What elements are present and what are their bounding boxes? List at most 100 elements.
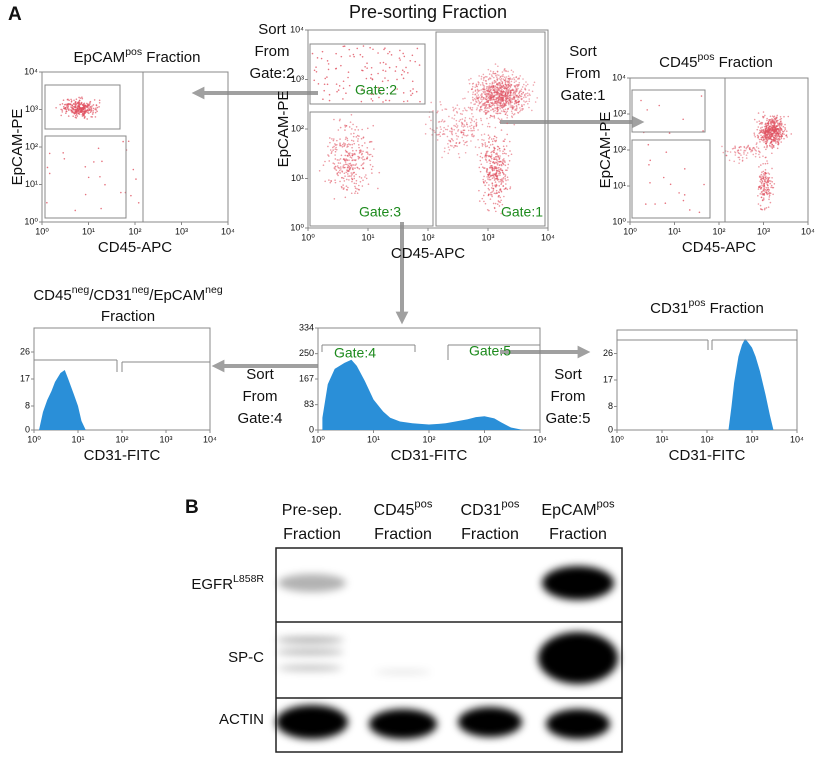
event-dot (490, 165, 492, 167)
event-dot (515, 77, 517, 79)
event-dot (504, 178, 506, 180)
event-dot (492, 109, 494, 111)
event-dot (765, 169, 767, 171)
x-tick-label: 10² (421, 232, 434, 242)
event-dot (459, 142, 461, 144)
event-dot (351, 144, 353, 146)
event-dot (494, 136, 496, 138)
event-dot (338, 129, 340, 131)
y-axis-label: EpCAM-PE (9, 109, 26, 186)
event-dot (372, 48, 374, 50)
event-dot (330, 149, 332, 151)
event-dot (496, 170, 498, 172)
event-dot (63, 106, 65, 108)
event-dot (379, 62, 381, 64)
x-tick-label: 10⁰ (35, 226, 49, 236)
event-dot (73, 109, 75, 111)
event-dot (77, 110, 79, 112)
event-dot (763, 175, 765, 177)
event-dot (758, 120, 760, 122)
event-dot (402, 53, 404, 55)
event-dot (464, 97, 466, 99)
event-dot (396, 66, 398, 68)
text: EGFR (191, 576, 233, 593)
event-dot (769, 195, 771, 197)
event-dot (491, 74, 493, 76)
event-dot (88, 107, 90, 109)
event-dot (503, 94, 505, 96)
event-dot (120, 192, 122, 194)
event-dot (766, 120, 768, 122)
event-dot (478, 94, 480, 96)
event-dot (493, 97, 495, 99)
event-dot (772, 115, 774, 117)
event-dot (328, 155, 330, 157)
event-dot (767, 185, 769, 187)
event-dot (444, 151, 446, 153)
event-dot (743, 146, 745, 148)
event-dot (517, 78, 519, 80)
event-dot (525, 85, 527, 87)
event-dot (527, 92, 529, 94)
event-dot (482, 97, 484, 99)
text: /EpCAM (149, 287, 205, 304)
event-dot (75, 108, 77, 110)
event-dot (775, 135, 777, 137)
text: CD45 (33, 287, 71, 304)
event-dot (735, 154, 737, 156)
event-dot (128, 140, 130, 142)
event-dot (753, 132, 755, 134)
event-dot (349, 55, 351, 57)
text: Pre-sorting Fraction (349, 2, 507, 22)
event-dot (507, 176, 509, 178)
event-dot (337, 165, 339, 167)
event-dot (356, 48, 358, 50)
event-dot (521, 88, 523, 90)
event-dot (518, 104, 520, 106)
event-dot (729, 160, 731, 162)
event-dot (518, 102, 520, 104)
event-dot (55, 107, 57, 109)
event-dot (496, 74, 498, 76)
event-dot (504, 111, 506, 113)
event-dot (739, 147, 741, 149)
event-dot (344, 155, 346, 157)
event-dot (482, 82, 484, 84)
x-tick-label: 10¹ (361, 232, 374, 242)
event-dot (486, 88, 488, 90)
event-dot (324, 83, 326, 85)
event-dot (491, 158, 493, 160)
event-dot (499, 197, 501, 199)
event-dot (506, 110, 508, 112)
event-dot (351, 160, 353, 162)
event-dot (334, 168, 336, 170)
event-dot (360, 54, 362, 56)
event-dot (771, 185, 773, 187)
event-dot (502, 107, 504, 109)
event-dot (484, 142, 486, 144)
event-dot (747, 145, 749, 147)
event-dot (511, 112, 513, 114)
event-dot (778, 135, 780, 137)
event-dot (490, 109, 492, 111)
event-dot (352, 150, 354, 152)
plot-title: CD45pos Fraction (659, 51, 773, 71)
event-dot (467, 126, 469, 128)
event-dot (770, 202, 772, 204)
plot-frame (617, 330, 797, 430)
event-dot (783, 131, 785, 133)
event-dot (361, 101, 363, 103)
event-dot (344, 167, 346, 169)
text: CD31 (461, 502, 502, 519)
event-dot (747, 152, 749, 154)
event-dot (502, 150, 504, 152)
event-dot (361, 138, 363, 140)
event-dot (490, 144, 492, 146)
event-dot (348, 179, 350, 181)
event-dot (488, 210, 490, 212)
event-dot (669, 132, 671, 134)
event-dot (46, 202, 48, 204)
event-dot (510, 98, 512, 100)
event-dot (506, 76, 508, 78)
event-dot (490, 106, 492, 108)
